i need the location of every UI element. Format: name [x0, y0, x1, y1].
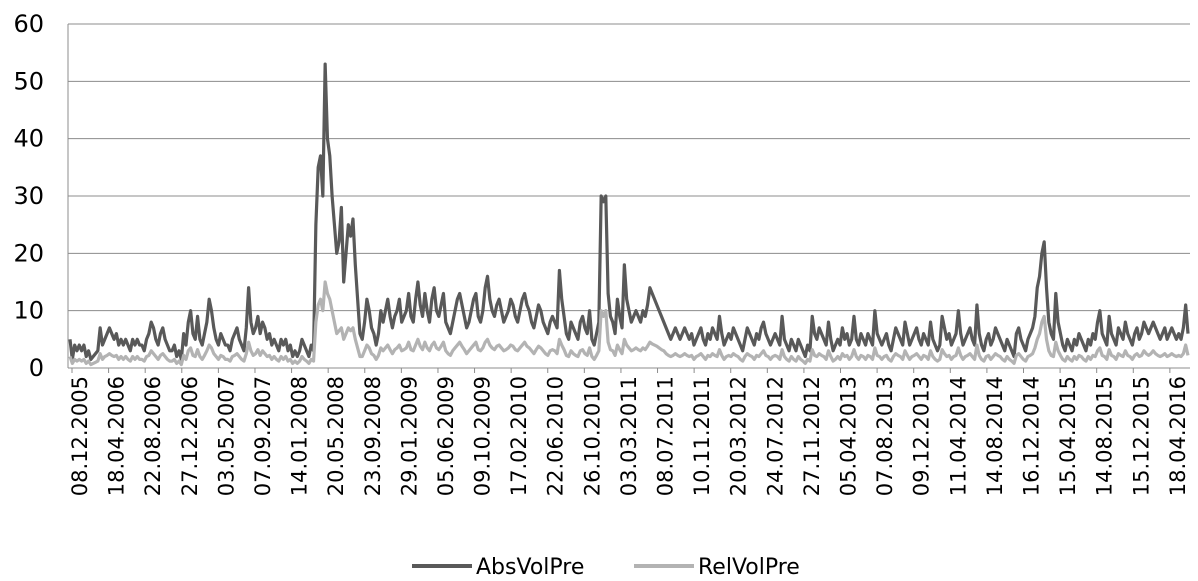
- series-line-absvolpre: [70, 64, 1188, 359]
- x-tick-label: 10.11.2011: [690, 376, 714, 496]
- x-tick-label: 11.04.2014: [946, 376, 970, 496]
- x-tick-label: 18.04.2006: [105, 376, 129, 496]
- x-tick-label: 17.02.2010: [507, 376, 531, 496]
- x-tick-label: 05.04.2013: [837, 376, 861, 496]
- x-tick-label: 15.04.2015: [1056, 376, 1080, 496]
- x-tick-label: 07.09.2007: [251, 376, 275, 496]
- y-tick-label: 20: [13, 239, 44, 267]
- legend-label-relvolpre: RelVolPre: [698, 555, 800, 580]
- y-tick-label: 40: [13, 125, 44, 153]
- legend-label-absvolpre: AbsVolPre: [476, 555, 584, 580]
- y-axis-ticks: 0 10 20 30 40 50 60: [13, 10, 44, 382]
- y-tick-label: 10: [13, 297, 44, 325]
- series-lines: [70, 64, 1188, 364]
- y-tick-label: 50: [13, 67, 44, 95]
- x-tick-label: 22.08.2006: [141, 376, 165, 496]
- x-tick-label: 03.05.2007: [214, 376, 238, 496]
- x-tick-label: 26.10.2010: [580, 376, 604, 496]
- x-tick-label: 08.12.2005: [68, 376, 92, 496]
- x-tick-label: 27.11.2012: [800, 376, 824, 496]
- series-line-relvolpre: [70, 282, 1188, 365]
- x-tick-label: 05.06.2009: [434, 376, 458, 496]
- x-axis-ticks: 08.12.2005 18.04.2006 22.08.2006 27.12.2006…: [68, 368, 1190, 496]
- legend: AbsVolPre RelVolPre: [412, 555, 800, 580]
- y-tick-label: 0: [29, 354, 44, 382]
- x-tick-label: 27.12.2006: [178, 376, 202, 496]
- x-tick-label: 18.04.2016: [1166, 376, 1190, 496]
- x-tick-label: 03.03.2011: [617, 376, 641, 496]
- y-tick-label: 30: [13, 182, 44, 210]
- x-tick-label: 22.06.2010: [544, 376, 568, 496]
- x-tick-label: 14.08.2014: [983, 376, 1007, 496]
- x-tick-label: 09.12.2013: [910, 376, 934, 496]
- x-tick-label: 07.08.2013: [873, 376, 897, 496]
- x-tick-label: 08.07.2011: [654, 376, 678, 496]
- x-tick-label: 15.12.2015: [1129, 376, 1153, 496]
- x-tick-label: 14.01.2008: [288, 376, 312, 496]
- x-tick-label: 16.12.2014: [1019, 376, 1043, 496]
- y-tick-label: 60: [13, 10, 44, 38]
- x-tick-label: 29.01.2009: [397, 376, 421, 496]
- x-tick-label: 23.09.2008: [361, 376, 385, 496]
- x-tick-label: 20.05.2008: [324, 376, 348, 496]
- x-tick-label: 14.08.2015: [1093, 376, 1117, 496]
- x-tick-label: 24.07.2012: [763, 376, 787, 496]
- x-tick-label: 09.10.2009: [471, 376, 495, 496]
- x-tick-label: 20.03.2012: [727, 376, 751, 496]
